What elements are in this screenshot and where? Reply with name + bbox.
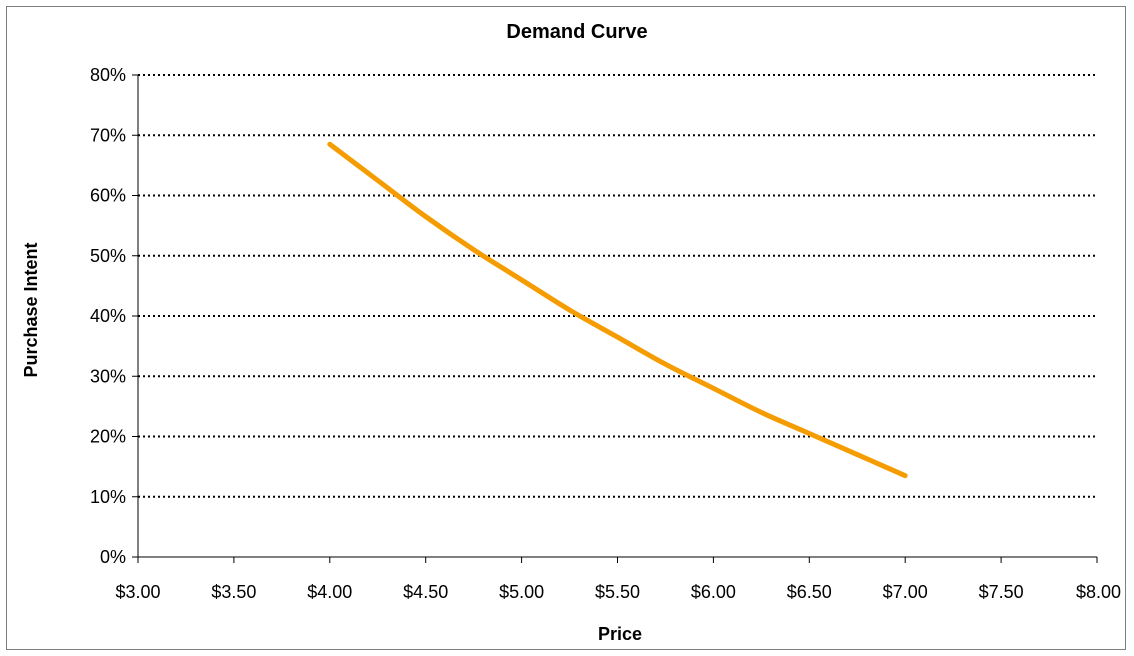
- y-tick-label-8: 80%: [90, 65, 126, 85]
- x-tick-label-3: $4.50: [403, 582, 448, 602]
- x-tick-label-8: $7.00: [883, 582, 928, 602]
- y-tick-label-3: 30%: [90, 366, 126, 386]
- y-tick-label-5: 50%: [90, 246, 126, 266]
- y-tick-label-6: 60%: [90, 186, 126, 206]
- y-axis-title: Purchase Intent: [21, 242, 41, 377]
- x-tick-label-4: $5.00: [499, 582, 544, 602]
- chart-title: Demand Curve: [506, 21, 647, 43]
- x-tick-label-10: $8.00: [1076, 582, 1121, 602]
- series-layer: [327, 141, 908, 479]
- y-tick-label-4: 40%: [90, 306, 126, 326]
- y-tick-label-0: 0%: [100, 547, 126, 567]
- axes: [132, 74, 1098, 563]
- series-line-0: [327, 141, 908, 479]
- y-tick-label-2: 20%: [90, 427, 126, 447]
- y-tick-label-7: 70%: [90, 125, 126, 145]
- x-tick-label-1: $3.50: [211, 582, 256, 602]
- x-tick-label-5: $5.50: [595, 582, 640, 602]
- chart-frame: [6, 6, 1126, 650]
- x-tick-label-9: $7.50: [979, 582, 1024, 602]
- x-tick-label-2: $4.00: [307, 582, 352, 602]
- tick-labels: 0% 10% 20% 30% 40% 50% 60% 70% 80% $3.00 $3.50 $4.0…: [90, 65, 1121, 602]
- x-tick-label-6: $6.00: [691, 582, 736, 602]
- y-tick-label-1: 10%: [90, 487, 126, 507]
- x-axis-title: Price: [598, 624, 642, 644]
- x-tick-label-7: $6.50: [787, 582, 832, 602]
- x-tick-label-0: $3.00: [115, 582, 160, 602]
- gridlines: [138, 74, 1097, 498]
